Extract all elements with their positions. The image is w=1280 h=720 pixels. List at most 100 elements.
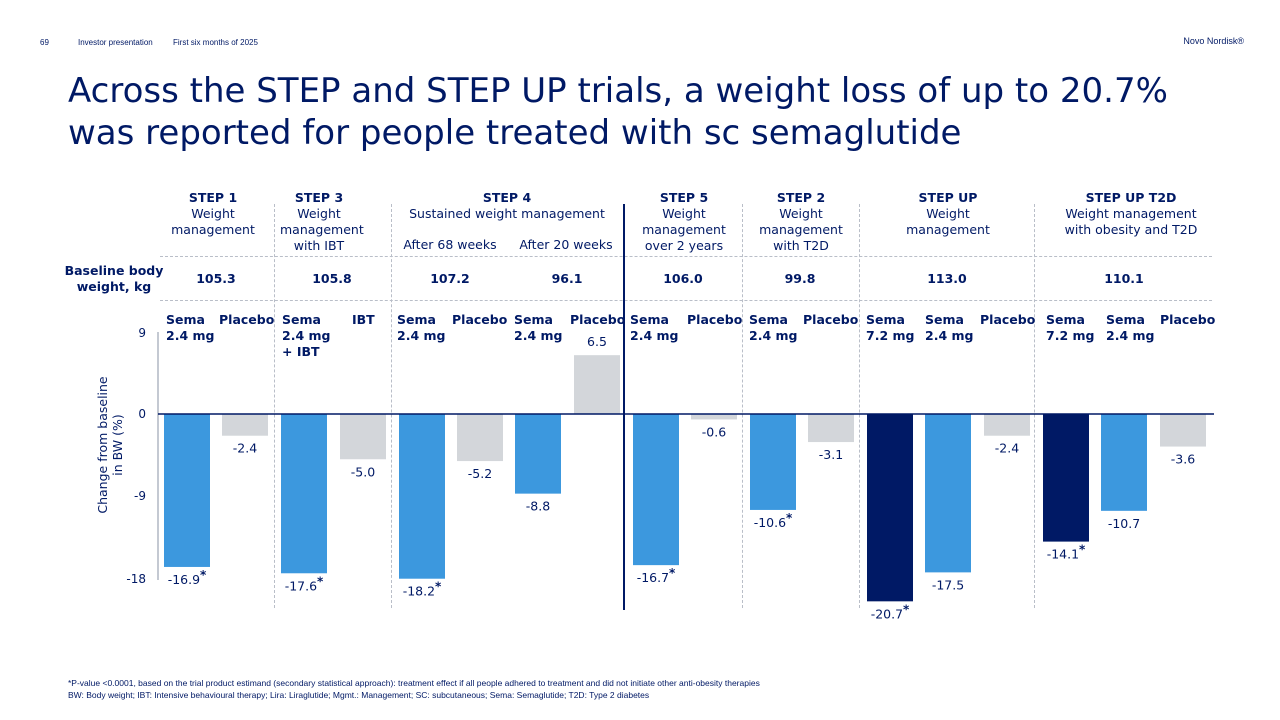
treatment-line2: 2.4 mg — [630, 328, 679, 343]
bar-value-label: -10.6* — [754, 511, 793, 530]
bar-sema — [633, 414, 679, 566]
group-step2: STEP 2 Weight management with T2D — [752, 190, 850, 254]
treatment-line1: Sema — [1106, 312, 1145, 327]
presentation-label: Investor presentation — [78, 38, 153, 47]
bar-value-label: -17.5 — [932, 577, 964, 592]
period-label: First six months of 2025 — [173, 38, 258, 47]
significance-star: * — [903, 602, 910, 616]
baseline-step1: 105.3 — [196, 271, 236, 286]
bar-placebo — [984, 414, 1030, 436]
treatment-label: Sema 2.4 mg — [1106, 312, 1154, 344]
bar-value-label: -5.0 — [351, 464, 375, 479]
group-divider — [391, 204, 392, 608]
bar-high — [1043, 414, 1089, 542]
bar-value-label: -0.6 — [702, 424, 726, 439]
treatment-label: Sema 2.4 mg — [514, 312, 562, 344]
treatment-line1: Sema — [166, 312, 205, 327]
group-step5: STEP 5 Weight management over 2 years — [636, 190, 732, 254]
baseline-label: Baseline body weight, kg — [64, 263, 164, 294]
bars-layer — [164, 355, 1206, 602]
bar-placebo — [457, 414, 503, 462]
group-stepup-t2d-name: STEP UP T2D — [1085, 190, 1177, 205]
bar-value-label: -2.4 — [233, 441, 257, 456]
group-step3-desc: Weight management with IBT — [280, 206, 364, 253]
group-stepup-desc: Weight management — [906, 206, 990, 237]
group-divider — [1034, 204, 1035, 608]
step4-subheader-68w: After 68 weeks — [403, 237, 497, 252]
footnote-significance: *P-value <0.0001, based on the trial pro… — [68, 678, 760, 688]
treatment-line2: 2.4 mg — [282, 328, 331, 343]
bar-value-label: -18.2* — [403, 580, 442, 599]
group-step3-name: STEP 3 — [294, 190, 344, 205]
brand-name: Novo Nordisk® — [1183, 36, 1244, 46]
baseline-step2: 99.8 — [784, 271, 816, 286]
treatment-label: Sema 2.4 mg — [925, 312, 973, 344]
significance-star: * — [786, 511, 793, 525]
treatment-label: Placebo — [452, 312, 507, 328]
bar-sema — [515, 414, 561, 494]
treatment-line1: Sema — [866, 312, 905, 327]
treatment-label: IBT — [352, 312, 375, 328]
y-tick-label: 9 — [138, 326, 146, 340]
value-labels-layer: -16.9* -2.4 -17.6* -5.0 -18.2* -5.2 -8.8 6.5 -16… — [168, 334, 1196, 621]
group-step3: STEP 3 Weight management with IBT — [280, 190, 364, 254]
row-separator-top — [160, 256, 1212, 257]
footnote-abbreviations: BW: Body weight; IBT: Intensive behaviou… — [68, 690, 650, 700]
treatment-label: Placebo — [219, 312, 274, 328]
y-tick-label: -18 — [126, 572, 146, 586]
treatment-label: Sema 2.4 mg + IBT — [282, 312, 330, 360]
bar-value-label: -17.6* — [285, 574, 324, 593]
group-step4: STEP 4 Sustained weight management — [396, 190, 618, 222]
treatment-label: Placebo — [1160, 312, 1215, 328]
bar-sema — [750, 414, 796, 510]
bar-value-label: -8.8 — [526, 499, 550, 514]
significance-star: * — [1079, 543, 1086, 557]
group-step4-desc: Sustained weight management — [409, 206, 605, 221]
treatment-line1: Placebo — [803, 312, 859, 327]
baseline-stepup: 113.0 — [927, 271, 967, 286]
treatment-line1: Placebo — [452, 312, 508, 327]
baseline-step3: 105.8 — [312, 271, 352, 286]
bar-value-label: -16.9* — [168, 568, 207, 587]
bar-value-label: -10.7 — [1108, 516, 1140, 531]
group-stepup: STEP UP Weight management — [888, 190, 1008, 238]
row-separator-bottom — [160, 300, 1212, 301]
y-tick-label: -9 — [134, 489, 146, 503]
bar-placebo — [340, 414, 386, 460]
significance-star: * — [435, 580, 442, 594]
group-step5-name: STEP 5 — [659, 190, 709, 205]
treatment-line2: 2.4 mg — [166, 328, 215, 343]
treatment-line1: Placebo — [687, 312, 743, 327]
treatment-line1: Sema — [630, 312, 669, 327]
group-divider — [274, 204, 275, 608]
baseline-step5: 106.0 — [663, 271, 703, 286]
bar-placebo — [574, 355, 620, 414]
bar-value-label: -20.7* — [871, 602, 910, 621]
bar-value-label: -2.4 — [995, 441, 1019, 456]
treatment-label: Sema 2.4 mg — [166, 312, 214, 344]
treatment-label: Placebo — [570, 312, 625, 328]
bar-sema — [164, 414, 210, 567]
significance-star: * — [317, 574, 324, 588]
y-tick-label: 0 — [138, 407, 146, 421]
treatment-line1: Sema — [925, 312, 964, 327]
group-step1: STEP 1 Weight management — [160, 190, 266, 238]
treatment-line1: Placebo — [1160, 312, 1216, 327]
baseline-stepup-t2d: 110.1 — [1104, 271, 1144, 286]
baseline-step4-68w: 107.2 — [430, 271, 470, 286]
bar-placebo — [1160, 414, 1206, 447]
group-step1-name: STEP 1 — [188, 190, 238, 205]
bar-value-label: -16.7* — [637, 566, 676, 585]
treatment-line1: Sema — [397, 312, 436, 327]
treatment-line2: 2.4 mg — [925, 328, 974, 343]
treatment-label: Placebo — [980, 312, 1035, 328]
treatment-line2: 7.2 mg — [866, 328, 915, 343]
baseline-step4-20w: 96.1 — [551, 271, 583, 286]
treatment-line1: Placebo — [570, 312, 626, 327]
treatment-line1: Sema — [282, 312, 321, 327]
treatment-line2: 2.4 mg — [514, 328, 563, 343]
group-divider — [742, 204, 743, 608]
group-divider — [859, 204, 860, 608]
treatment-label: Sema 2.4 mg — [630, 312, 678, 344]
